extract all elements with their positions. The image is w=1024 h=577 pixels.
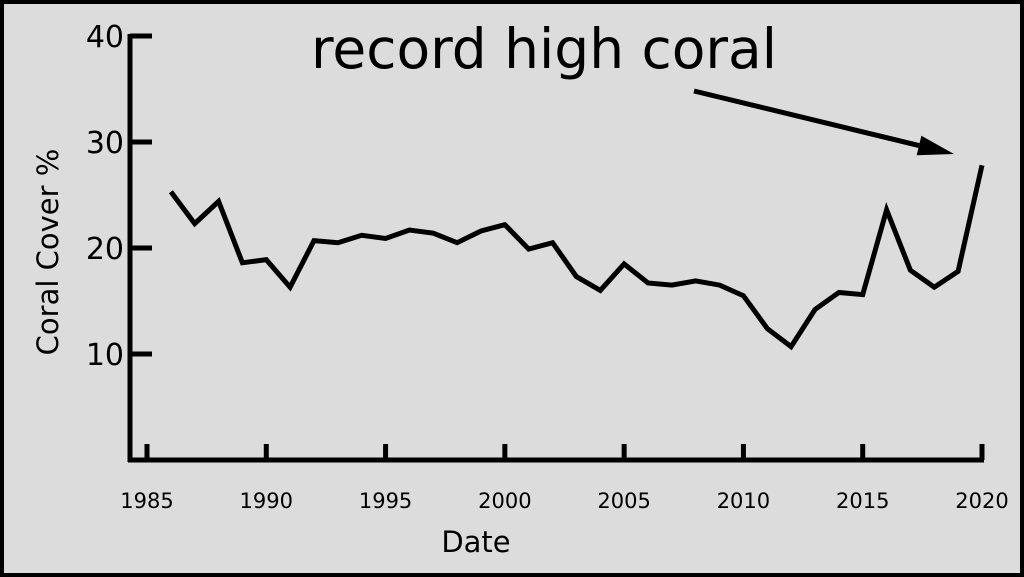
y-ticks: 10 20 30 40 [86, 20, 152, 373]
x-tick-label: 1990 [240, 489, 293, 513]
x-ticks: 1985 1990 1995 2000 2005 2010 2015 2020 [120, 444, 1009, 513]
y-axis-title: Coral Cover % [31, 149, 65, 356]
arrow-shaft [693, 88, 920, 148]
x-tick-label: 2010 [717, 489, 770, 513]
coral-cover-chart: 10 20 30 40 1985 1990 1995 2000 2005 2010 2015 202… [31, 17, 1009, 559]
x-tick-label: 2020 [955, 489, 1008, 513]
y-tick-label: 30 [86, 126, 124, 161]
y-tick-label: 10 [86, 338, 124, 373]
x-tick-label: 2015 [836, 489, 889, 513]
arrow-head [916, 135, 954, 156]
x-tick-label: 2000 [478, 489, 531, 513]
y-tick-label: 40 [86, 20, 124, 55]
x-axis-title: Date [441, 525, 510, 559]
chart-panel: 10 20 30 40 1985 1990 1995 2000 2005 2010 2015 202… [4, 4, 1020, 573]
x-tick-label: 2005 [597, 489, 650, 513]
x-tick-label: 1985 [120, 489, 173, 513]
annotation-text: record high coral [311, 17, 777, 81]
coral-cover-series-line [168, 164, 985, 351]
annotation-arrow [693, 88, 954, 156]
y-tick-label: 20 [86, 232, 124, 267]
x-tick-label: 1995 [359, 489, 412, 513]
